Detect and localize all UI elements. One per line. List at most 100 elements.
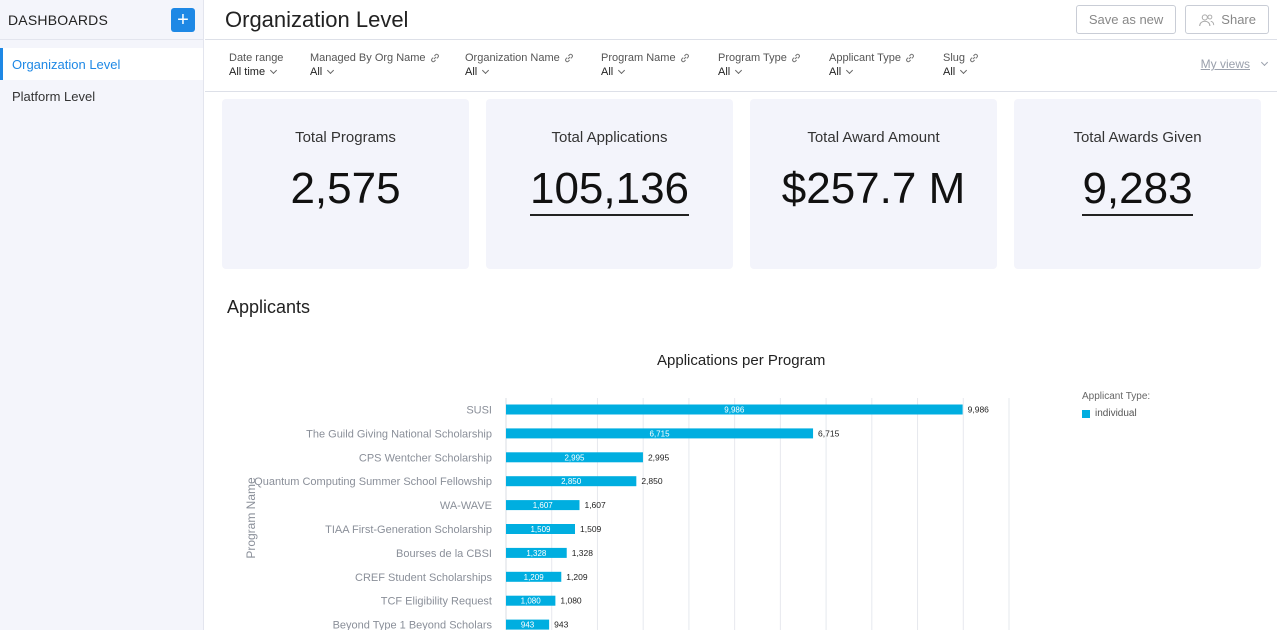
y-axis-label: Program Name xyxy=(244,477,258,559)
filter-value-text: All xyxy=(943,66,956,78)
my-views-label: My views xyxy=(1200,57,1250,71)
kpi-value: $257.7 M xyxy=(781,164,966,213)
filter-label-text: Managed By Org Name xyxy=(310,52,426,64)
chevron-down-icon xyxy=(846,66,854,75)
kpi-card-total-programs: Total Programs 2,575 xyxy=(222,99,469,269)
topbar: Organization Level Save as new Share xyxy=(205,0,1277,40)
data-label: 9,986 xyxy=(968,405,990,415)
data-label: 6,715 xyxy=(818,428,840,438)
filter-value-text: All xyxy=(718,66,731,78)
filter-label: Date range xyxy=(229,52,283,64)
filter-managed-by-org-name[interactable]: Managed By Org Name All xyxy=(310,52,440,78)
data-label: 943 xyxy=(554,620,568,630)
main-content: Organization Level Save as new Share Dat… xyxy=(205,0,1277,630)
bar[interactable] xyxy=(506,619,550,630)
bar[interactable] xyxy=(506,547,567,558)
link-icon xyxy=(680,53,689,63)
category-label: CREF Student Scholarships xyxy=(355,572,492,584)
bar-inner-label: 1,607 xyxy=(533,501,554,510)
filter-program-type[interactable]: Program Type All xyxy=(718,52,801,78)
chevron-down-icon xyxy=(327,66,335,75)
filter-value: All xyxy=(310,66,440,78)
data-label: 1,080 xyxy=(560,596,582,606)
filter-value: All time xyxy=(229,66,283,78)
data-label: 1,509 xyxy=(580,524,602,534)
kpi-title: Total Applications xyxy=(551,129,668,146)
link-icon xyxy=(970,53,978,63)
chevron-down-icon xyxy=(270,66,278,75)
bar-inner-label: 6,715 xyxy=(650,429,671,438)
add-dashboard-button[interactable]: + xyxy=(171,7,195,32)
data-label: 2,850 xyxy=(641,476,663,486)
category-label: TCF Eligibility Request xyxy=(381,596,492,608)
applications-per-program-chart: SUSI 9,986 9,986 The Guild Giving National … xyxy=(244,398,1010,630)
filter-label-text: Slug xyxy=(943,52,966,64)
filter-value-text: All time xyxy=(229,66,266,78)
category-label: Bourses de la CBSI xyxy=(396,548,492,560)
chart-title: Applications per Program xyxy=(657,352,826,369)
bar[interactable] xyxy=(506,524,576,534)
link-icon xyxy=(906,53,914,63)
save-as-new-label: Save as new xyxy=(1088,12,1164,27)
bar[interactable] xyxy=(506,404,963,415)
filter-value: All xyxy=(465,66,574,78)
legend-label: individual xyxy=(1095,408,1137,419)
bar[interactable] xyxy=(506,571,562,582)
bar-inner-label: 943 xyxy=(521,621,535,630)
sidebar: DASHBOARDS + Organization Level Platform… xyxy=(0,0,204,630)
filter-label: Organization Name xyxy=(465,52,574,64)
kpi-cards: Total Programs 2,575 Total Applications … xyxy=(222,99,1261,269)
sidebar-item-organization-level[interactable]: Organization Level xyxy=(0,48,203,80)
link-icon xyxy=(791,53,800,63)
share-label: Share xyxy=(1221,12,1256,27)
chart-legend: Applicant Type: individual xyxy=(1082,391,1150,419)
chevron-down-icon xyxy=(1260,58,1269,67)
filter-value-text: All xyxy=(465,66,478,78)
filter-date-range[interactable]: Date range All time xyxy=(229,52,283,78)
bar[interactable] xyxy=(506,452,643,463)
chevron-down-icon xyxy=(960,66,968,75)
bar[interactable] xyxy=(506,428,814,439)
share-button[interactable]: Share xyxy=(1185,5,1269,34)
sidebar-items: Organization Level Platform Level xyxy=(0,48,203,112)
page-title: Organization Level xyxy=(225,6,409,32)
legend-title: Applicant Type: xyxy=(1082,391,1151,402)
filter-label: Applicant Type xyxy=(829,52,915,64)
filter-applicant-type[interactable]: Applicant Type All xyxy=(829,52,915,78)
category-label: The Guild Giving National Scholarship xyxy=(306,428,492,440)
category-label: WA-WAVE xyxy=(440,500,492,512)
category-label: Quantum Computing Summer School Fellowsh… xyxy=(254,476,492,488)
filter-slug[interactable]: Slug All xyxy=(943,52,979,78)
filter-value: All xyxy=(943,66,979,78)
data-label: 2,995 xyxy=(648,452,670,462)
kpi-value-link[interactable]: 9,283 xyxy=(1082,164,1193,216)
data-label: 1,328 xyxy=(572,548,594,558)
section-title-applicants: Applicants xyxy=(227,297,311,317)
kpi-title: Total Award Amount xyxy=(807,129,940,146)
bar[interactable] xyxy=(506,476,637,487)
category-label: Beyond Type 1 Beyond Scholars xyxy=(333,620,493,630)
link-icon xyxy=(430,53,439,63)
legend-item-individual[interactable]: individual xyxy=(1082,408,1150,419)
bar-inner-label: 1,509 xyxy=(530,525,551,534)
sidebar-item-label: Organization Level xyxy=(12,56,121,72)
category-label: SUSI xyxy=(466,405,492,417)
filter-label-text: Date range xyxy=(229,52,284,64)
kpi-card-total-awards-given: Total Awards Given 9,283 xyxy=(1014,99,1261,269)
save-as-new-button[interactable]: Save as new xyxy=(1075,5,1177,34)
kpi-value-link[interactable]: 105,136 xyxy=(529,164,690,216)
bar[interactable] xyxy=(506,500,580,511)
kpi-title: Total Programs xyxy=(295,129,396,146)
filter-label: Program Type xyxy=(718,52,801,64)
bar[interactable] xyxy=(506,595,556,606)
bar-inner-label: 2,995 xyxy=(564,453,585,462)
filter-organization-name[interactable]: Organization Name All xyxy=(465,52,574,78)
chevron-down-icon xyxy=(735,66,743,75)
link-icon xyxy=(564,53,573,63)
sidebar-item-platform-level[interactable]: Platform Level xyxy=(0,80,203,112)
filter-label-text: Program Name xyxy=(601,52,676,64)
filter-label-text: Program Type xyxy=(718,52,787,64)
my-views-dropdown[interactable]: My views xyxy=(1200,57,1269,71)
filter-program-name[interactable]: Program Name All xyxy=(601,52,690,78)
sidebar-title: DASHBOARDS xyxy=(8,11,109,28)
